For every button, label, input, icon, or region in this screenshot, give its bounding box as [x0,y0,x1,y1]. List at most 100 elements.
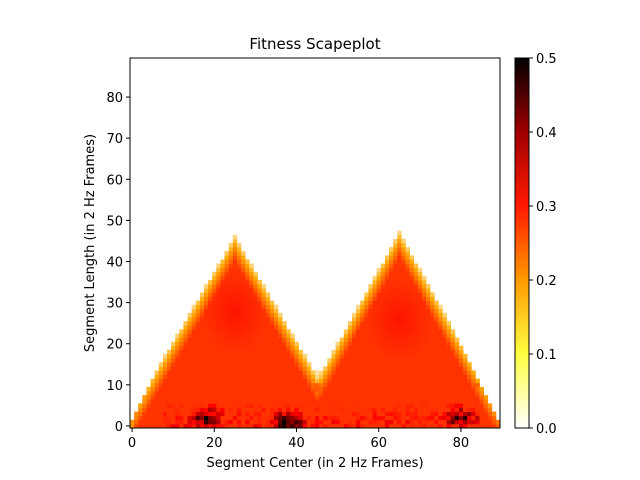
heatmap-cell [212,304,217,310]
heatmap-cell [253,423,258,429]
heatmap-cell [368,386,373,392]
heatmap-cell [360,362,365,367]
heatmap-cell [323,395,328,400]
heatmap-cell [397,362,402,367]
heatmap-cell [372,386,378,392]
heatmap-cell [154,403,160,408]
heatmap-cell [220,329,225,334]
heatmap-cell [368,296,373,301]
heatmap-cell [241,329,246,334]
heatmap-cell [290,391,295,396]
heatmap-cell [364,407,369,412]
heatmap-cell [171,386,176,392]
heatmap-cell [224,362,230,367]
heatmap-cell [130,419,135,425]
heatmap-cell [187,362,193,367]
heatmap-cell [327,374,332,380]
heatmap-cell [421,411,427,417]
heatmap-cell [273,354,279,359]
heatmap-cell [236,333,242,338]
heatmap-cell [347,411,353,417]
heatmap-cell [401,259,406,264]
heatmap-cell [191,382,197,388]
heatmap-cell [269,374,275,380]
heatmap-cell [417,329,423,334]
heatmap-cell [273,337,279,343]
heatmap-cell [187,395,193,400]
heatmap-cell [319,386,324,392]
heatmap-cell [409,267,415,273]
heatmap-cell [212,415,217,421]
heatmap-cell [199,415,205,421]
heatmap-cell [430,349,435,355]
heatmap-cell [434,378,439,384]
heatmap-cell [393,275,398,281]
heatmap-cell [364,304,369,310]
heatmap-cell [372,321,378,326]
heatmap-cell [261,407,267,412]
heatmap-cell [384,304,390,310]
heatmap-cell [331,415,336,421]
heatmap-cell [458,386,464,392]
heatmap-cell [397,382,402,388]
heatmap-cell [483,415,489,421]
heatmap-cell [368,304,373,310]
heatmap-cell [405,280,410,285]
heatmap-cell [294,399,299,404]
heatmap-cell [405,391,410,396]
heatmap-cell [384,423,390,429]
heatmap-cell [216,399,221,404]
heatmap-cell [171,341,176,347]
heatmap-cell [232,238,238,244]
heatmap-cell [183,354,188,359]
heatmap-cell [265,321,271,326]
heatmap-cell [380,300,386,306]
heatmap-cell [405,284,410,289]
heatmap-cell [454,349,460,355]
heatmap-cell [417,399,423,404]
heatmap-cell [228,407,234,412]
heatmap-cell [389,378,394,384]
heatmap-cell [434,423,439,429]
heatmap-cell [236,407,242,412]
heatmap-cell [389,308,394,314]
heatmap-cell [282,333,287,338]
heatmap-cell [269,415,275,421]
heatmap-cell [393,407,398,412]
heatmap-cell [368,354,373,359]
heatmap-cell [442,419,447,425]
heatmap-cell [204,337,209,343]
heatmap-cell [249,366,254,371]
heatmap-cell [380,296,386,301]
heatmap-cell [232,243,238,248]
heatmap-cell [463,386,468,392]
colorbar-ticks: 0.00.10.20.30.40.5 [529,52,557,437]
heatmap-cell [199,296,205,301]
heatmap-cell [257,358,262,363]
heatmap-cell [282,354,287,359]
heatmap-cell [265,419,271,425]
heatmap-cell [241,345,246,351]
heatmap-cell [430,370,435,375]
heatmap-cell [389,423,394,429]
heatmap-cell [158,395,164,400]
heatmap-cell [216,423,221,429]
heatmap-cell [212,292,217,297]
heatmap-cell [454,386,460,392]
heatmap-cell [204,354,209,359]
heatmap-cell [278,399,283,404]
heatmap-cell [241,275,246,281]
heatmap-cell [401,386,406,392]
heatmap-cell [179,386,184,392]
heatmap-cell [339,337,345,343]
heatmap-cell [232,296,238,301]
heatmap-cell [212,399,217,404]
heatmap-cell [199,358,205,363]
heatmap-cell [356,386,361,392]
heatmap-cell [150,419,156,425]
heatmap-cell [265,411,271,417]
heatmap-cell [356,329,361,334]
heatmap-cell [187,419,193,425]
colorbar-tick-label: 0.2 [536,274,557,289]
heatmap-cell [286,341,291,347]
